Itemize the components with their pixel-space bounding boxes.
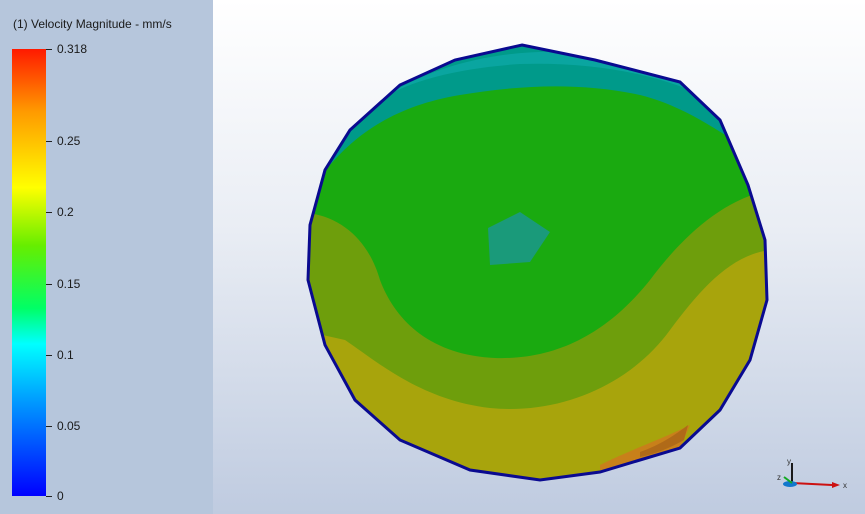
legend-panel: (1) Velocity Magnitude - mm/s 0.318 0.25…	[0, 0, 213, 514]
triad-x-label: x	[843, 481, 847, 490]
disc-edge	[306, 43, 769, 482]
legend-title: (1) Velocity Magnitude - mm/s	[13, 17, 172, 31]
legend-tick-label: 0	[57, 489, 64, 503]
contour-warm-spot	[600, 425, 690, 470]
legend-tick-label: 0.318	[57, 42, 88, 56]
color-scale-bar	[12, 49, 46, 496]
coordinate-triad-icon: y x z	[777, 457, 847, 490]
legend-tick	[46, 284, 52, 285]
legend-tick-label: 0.15	[57, 277, 81, 291]
legend-tick	[46, 141, 52, 142]
legend-tick	[46, 212, 52, 213]
legend-tick	[46, 355, 52, 356]
legend-tick-label: 0.25	[57, 134, 81, 148]
velocity-contour-disc[interactable]	[300, 40, 780, 490]
contour-warm-spot	[640, 425, 688, 457]
legend-tick-label: 0.05	[57, 419, 81, 433]
legend-tick-label: 0.1	[57, 348, 74, 362]
triad-z-label: z	[777, 473, 781, 482]
legend-tick-label: 0.2	[57, 205, 74, 219]
legend-tick	[46, 49, 52, 50]
contour-center-spot	[488, 212, 550, 265]
legend-tick	[46, 426, 52, 427]
contour-band-green	[308, 45, 767, 359]
triad-y-label: y	[787, 457, 791, 466]
legend-tick	[46, 496, 52, 497]
